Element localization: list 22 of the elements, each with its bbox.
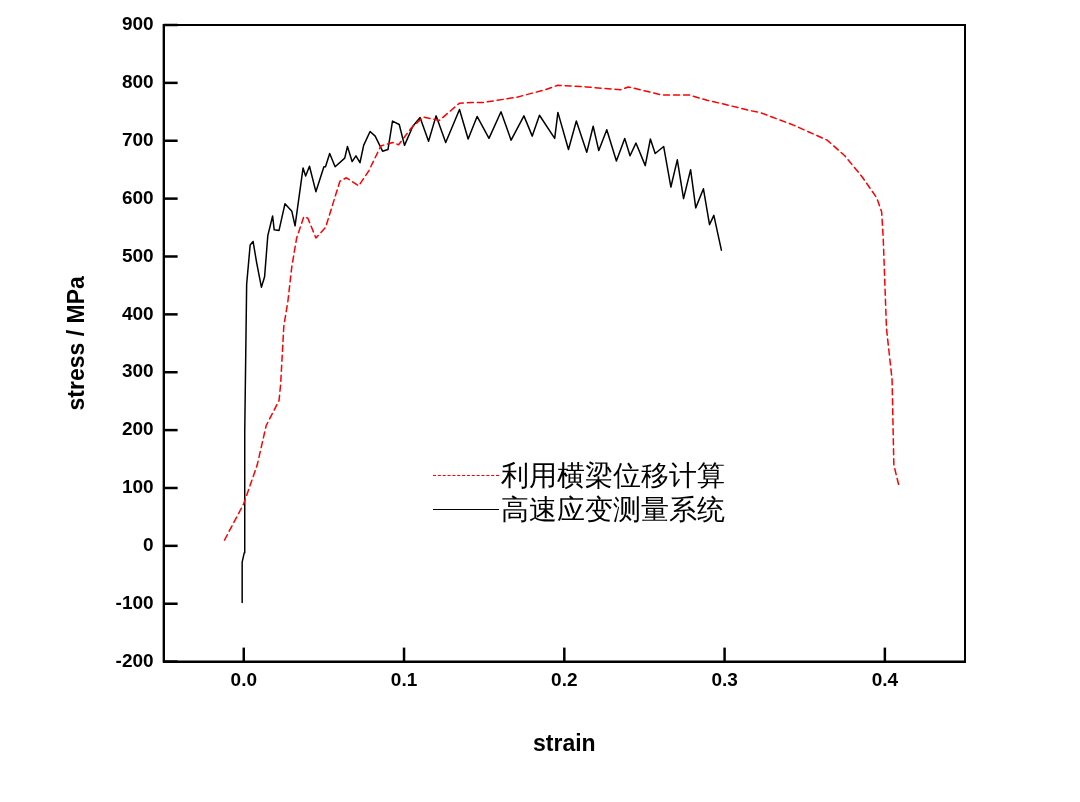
y-tick-label: 600 (121, 186, 154, 208)
y-axis-title: stress / MPa (63, 275, 90, 411)
y-tick-label: 200 (121, 418, 154, 440)
legend-label: 利用横梁位移计算 (501, 458, 726, 493)
x-tick-label: 0.2 (551, 669, 578, 691)
y-tick-label: 900 (121, 13, 154, 35)
x-tick-label: 0.4 (871, 669, 899, 691)
x-tick-label: 0.0 (230, 669, 257, 691)
y-tick-label: 500 (121, 244, 154, 266)
line-series (223, 84, 901, 541)
x-axis-title: strain (532, 729, 596, 756)
legend-label: 高速应变测量系统 (501, 492, 726, 527)
y-tick-label: 400 (121, 302, 154, 324)
y-tick-label: -100 (115, 591, 154, 613)
y-tick-label: 300 (121, 360, 154, 382)
x-tick-label: 0.1 (390, 669, 418, 691)
y-tick-label: 800 (121, 71, 154, 93)
y-tick-label: 0 (143, 534, 154, 556)
y-tick-label: -200 (115, 649, 154, 671)
y-tick-label: 700 (121, 128, 154, 150)
x-tick-label: 0.3 (711, 669, 738, 691)
y-tick-label: 100 (121, 476, 154, 498)
